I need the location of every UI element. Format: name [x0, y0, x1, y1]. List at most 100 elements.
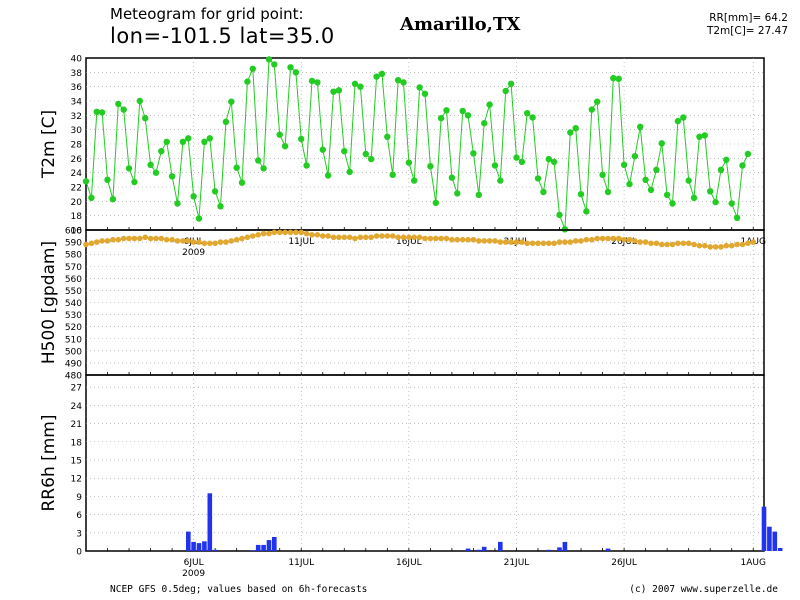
precip-bar [498, 541, 503, 551]
precip-bar [261, 544, 266, 551]
data-point [502, 239, 509, 245]
precip-bar [767, 526, 772, 551]
data-point [632, 238, 638, 244]
y-tick-label: 18 [71, 438, 83, 448]
data-point [174, 238, 181, 244]
data-point [368, 155, 375, 163]
data-point [158, 235, 165, 242]
precip-bar [777, 548, 783, 551]
data-point [110, 236, 116, 243]
data-point [691, 241, 697, 248]
data-point [733, 214, 741, 221]
data-point [701, 132, 708, 139]
data-point [303, 230, 310, 237]
data-point [416, 234, 423, 241]
precip-bar [196, 543, 202, 551]
data-point [524, 240, 530, 247]
data-point [546, 240, 552, 247]
y-tick-label: 600 [65, 227, 82, 237]
y-tick-label: 18 [71, 212, 83, 222]
data-point [551, 240, 557, 247]
data-point [93, 108, 101, 116]
data-point [550, 158, 558, 166]
data-point [271, 229, 278, 236]
data-point [513, 154, 520, 161]
data-point [212, 240, 218, 247]
data-point [153, 235, 159, 242]
data-point [82, 178, 90, 185]
data-point [421, 90, 429, 98]
data-point [502, 87, 509, 95]
data-point [223, 239, 229, 245]
y-tick-label: 30 [71, 126, 83, 136]
data-point [604, 188, 612, 196]
data-point [416, 84, 423, 91]
x-tick-label: 21JUL [504, 558, 530, 568]
data-point [637, 123, 644, 130]
data-point [352, 235, 358, 242]
data-point [303, 162, 310, 169]
data-point [443, 107, 450, 114]
data-point [266, 230, 272, 237]
precip-bar [761, 506, 767, 551]
data-point [395, 234, 401, 241]
data-point [739, 241, 746, 248]
y-tick-label: 3 [76, 529, 82, 539]
data-point [696, 242, 703, 249]
data-point [394, 77, 402, 84]
x-year-label: 2009 [182, 569, 205, 579]
data-point [195, 215, 203, 222]
data-point [723, 242, 730, 249]
y-tick-label: 9 [76, 493, 82, 503]
data-point [508, 239, 514, 245]
data-point [319, 146, 326, 153]
y-tick-label: 32 [71, 112, 82, 122]
data-point [384, 133, 391, 140]
data-point [680, 240, 687, 247]
data-point [432, 199, 439, 206]
precip-bar [266, 540, 272, 551]
data-point [728, 242, 735, 249]
data-point [293, 229, 299, 236]
x-tick-label: 26JUL [611, 558, 637, 568]
data-point [298, 229, 305, 236]
data-point [238, 179, 246, 186]
data-point [260, 230, 267, 237]
data-point [298, 135, 305, 143]
data-point [250, 233, 256, 239]
data-point [120, 106, 127, 113]
data-point [147, 161, 154, 168]
precip-bar [476, 549, 482, 551]
y-tick-label: 27 [71, 384, 82, 394]
data-point [696, 133, 703, 140]
data-point [276, 131, 283, 138]
data-point [169, 236, 175, 243]
data-point [362, 150, 369, 158]
precip-bar [605, 548, 611, 551]
y-tick-label: 36 [71, 83, 83, 93]
data-point [663, 191, 671, 199]
y-axis-label: RR6h [mm] [39, 414, 59, 511]
data-point [201, 240, 208, 247]
data-point [648, 240, 654, 247]
data-point [674, 117, 682, 125]
data-point [336, 234, 342, 241]
data-point [389, 171, 396, 178]
summary-stats: RR[mm]= 64.2 T2m[C]= 27.47 [707, 12, 788, 38]
y-tick-label: 34 [71, 98, 83, 108]
y-tick-label: 24 [71, 402, 83, 412]
data-point [615, 75, 622, 83]
data-point [621, 236, 627, 243]
data-point [728, 200, 735, 207]
data-point [158, 148, 165, 155]
data-point [599, 171, 606, 178]
data-point [255, 232, 261, 238]
data-point [470, 150, 477, 157]
data-point [217, 239, 224, 245]
data-point [98, 109, 106, 116]
y-tick-label: 24 [71, 169, 83, 179]
data-point [104, 176, 111, 183]
data-point [201, 138, 208, 145]
data-point [255, 157, 262, 164]
data-point [653, 240, 660, 247]
